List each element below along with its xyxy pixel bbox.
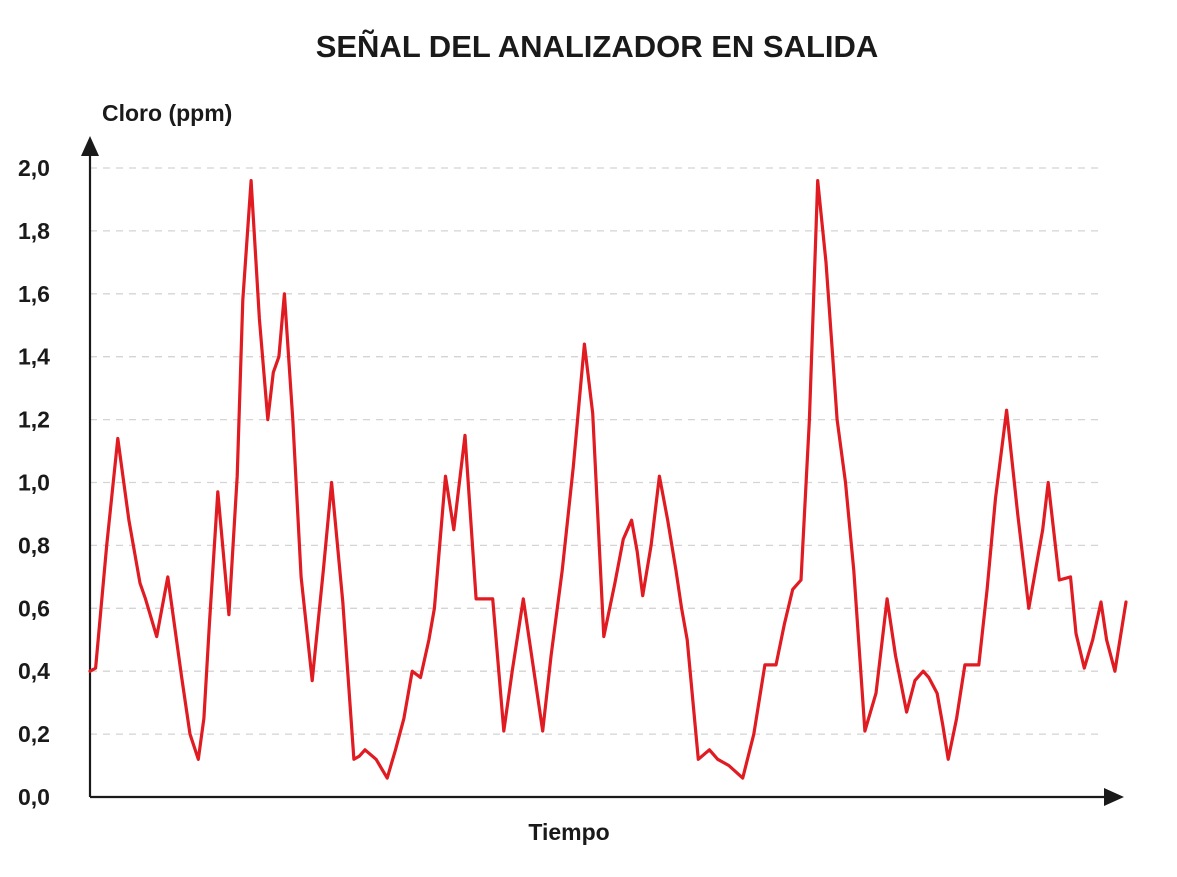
series-line [88, 179, 1128, 780]
y-axis-title: Cloro (ppm) [102, 100, 232, 126]
y-tick-label: 1,2 [18, 407, 50, 433]
chart-title: SEÑAL DEL ANALIZADOR EN SALIDA [316, 29, 879, 64]
y-tick-label: 1,4 [18, 344, 50, 370]
y-tick-labels: 0,0 0,2 0,4 0,6 0,8 1,0 1,2 1,4 1,6 1,8 2,0 [18, 155, 50, 810]
y-tick-label: 0,4 [18, 658, 50, 684]
y-tick-label: 1,6 [18, 281, 50, 307]
y-tick-label: 0,2 [18, 721, 50, 747]
y-tick-label: 1,8 [18, 218, 50, 244]
y-tick-label: 1,0 [18, 470, 50, 496]
y-tick-label: 0,6 [18, 595, 50, 621]
axes [81, 136, 1124, 806]
x-axis-arrow-icon [1104, 788, 1124, 806]
y-axis-arrow-icon [81, 136, 99, 156]
y-tick-label: 0,0 [18, 784, 50, 810]
y-tick-label: 0,8 [18, 532, 50, 558]
y-tick-label: 2,0 [18, 155, 50, 181]
series-group [88, 179, 1128, 780]
x-axis-title: Tiempo [528, 819, 609, 845]
